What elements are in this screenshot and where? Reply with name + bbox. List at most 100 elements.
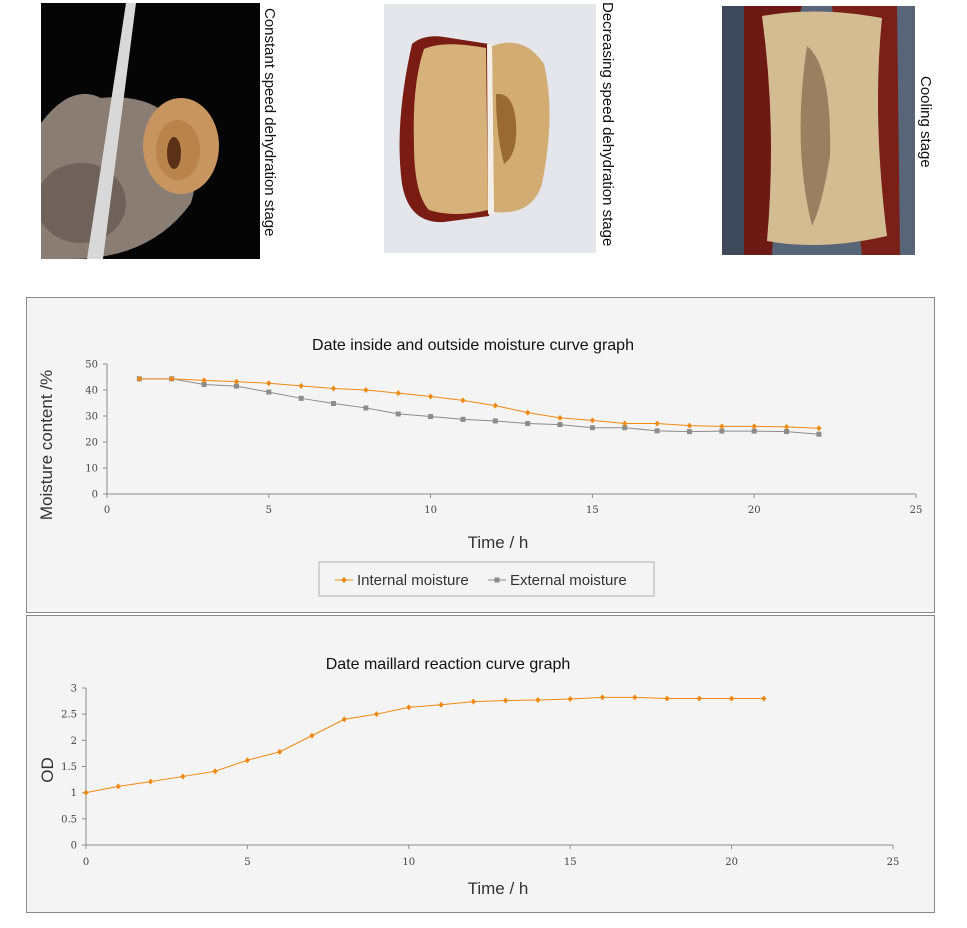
data-point [696,695,702,702]
data-point [816,431,822,437]
data-point [622,420,628,427]
data-point [266,389,272,395]
data-point [622,425,628,431]
data-point [557,414,563,421]
data-point [169,375,175,382]
legend-internal-label: Internal moisture [357,572,469,589]
moisture-chart-x-label: Time / h [468,533,529,552]
y-tick-label: 50 [85,360,98,371]
data-point [373,711,380,718]
moisture-chart-svg: Date inside and outside moisture curve g… [37,337,923,597]
data-point [266,380,272,387]
maillard-chart-y-label: OD [38,757,57,783]
y-tick-label: 20 [85,438,98,449]
series-line-0 [85,696,764,794]
photo-cooling-stage [722,6,915,255]
data-point [298,395,304,401]
data-point [277,748,283,755]
data-point [599,694,606,701]
y-tick-label: 3 [71,684,77,695]
data-point [460,416,466,422]
data-point [535,697,541,704]
series-line-1 [139,378,819,435]
data-point [719,428,725,434]
y-tick-label: 10 [85,464,98,475]
data-point [761,695,767,702]
data-point [406,704,412,711]
legend-internal-marker [341,577,347,583]
data-point [212,768,218,775]
data-point [180,773,186,780]
data-point [654,420,660,427]
data-point [460,397,466,404]
data-point [751,423,757,430]
data-point [783,423,790,430]
data-point [654,428,660,434]
y-tick-label: 1.5 [61,762,77,773]
maillard-chart-title: Date maillard reaction curve graph [326,656,571,673]
x-tick-label: 25 [887,857,900,868]
data-point [136,375,142,382]
y-tick-label: 2.5 [61,710,77,721]
photo-caption-constant-speed: Constant speed dehydration stage [261,8,278,237]
y-tick-label: 0 [71,841,77,852]
data-point [298,382,304,389]
x-tick-label: 10 [424,505,437,516]
moisture-chart-title: Date inside and outside moisture curve g… [312,337,634,354]
data-point [503,697,509,704]
series-line-0 [139,378,819,429]
x-tick-label: 20 [725,857,738,868]
moisture-chart-legend [318,561,655,597]
data-point [525,409,531,416]
x-tick-label: 25 [910,505,923,516]
legend-external-marker [494,577,500,583]
data-point [233,378,240,385]
data-point [719,423,725,430]
data-point [567,695,573,702]
data-point [363,387,369,393]
data-point [395,411,401,417]
data-point [664,695,670,702]
data-point [784,429,790,435]
y-tick-label: 40 [85,386,98,397]
y-tick-label: 30 [85,412,98,423]
data-point [470,698,476,705]
data-point [115,783,121,790]
x-tick-label: 5 [266,505,272,516]
data-point [632,694,638,701]
x-tick-label: 5 [244,857,250,868]
x-tick-label: 20 [748,505,761,516]
maillard-chart-panel: Date maillard reaction curve graph OD Ti… [26,615,935,913]
maillard-chart-x-label: Time / h [468,879,529,898]
data-point [589,417,595,424]
x-tick-label: 10 [402,857,415,868]
data-point [525,421,531,427]
data-point [686,429,692,435]
y-tick-label: 1 [71,788,77,799]
data-point [557,422,563,428]
legend-external-label: External moisture [510,572,627,589]
data-point [428,414,434,420]
data-point [341,716,347,723]
x-tick-label: 15 [564,857,577,868]
data-point [83,789,89,796]
photo-caption-cooling-stage: Cooling stage [917,76,934,168]
data-point [751,428,757,434]
y-tick-label: 0 [92,490,98,501]
moisture-chart-panel: Date inside and outside moisture curve g… [26,297,935,613]
data-point [201,377,207,384]
photo-decreasing-speed-stage [384,4,596,253]
photo-caption-decreasing-speed: Decreasing speed dehydration stage [599,2,616,247]
data-point [331,401,337,407]
data-point [492,418,498,424]
data-point [686,422,693,429]
data-point [330,385,337,392]
data-point [147,778,154,785]
moisture-chart-y-label: Moisture content /% [37,370,56,520]
data-point [244,757,250,764]
data-point [309,732,315,739]
data-point [589,425,595,431]
x-tick-label: 15 [586,505,599,516]
y-tick-label: 0.5 [61,814,77,825]
data-point [492,402,498,409]
